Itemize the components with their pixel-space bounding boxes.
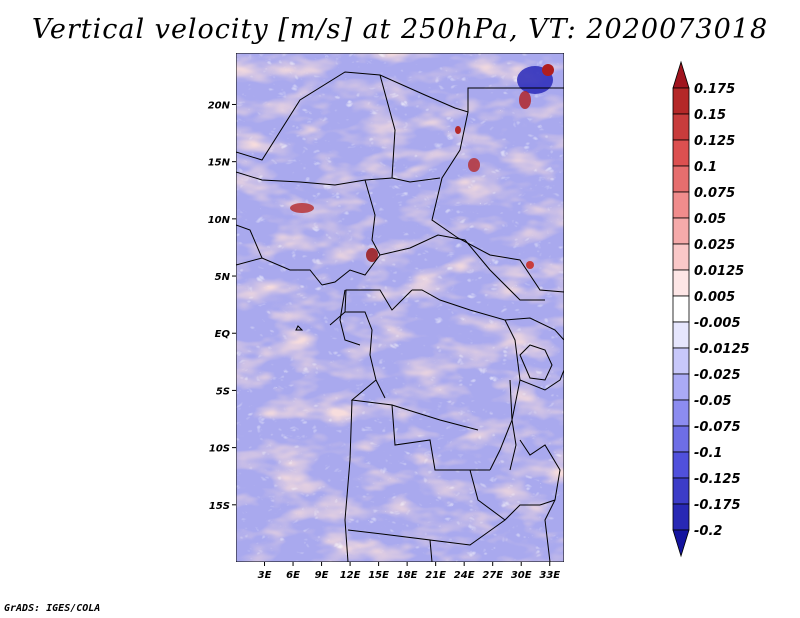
lon-tick-label: 15E — [368, 570, 389, 581]
colorbar-swatch — [672, 425, 690, 453]
colorbar-swatch — [672, 243, 690, 271]
colorbar-swatch — [672, 399, 690, 427]
colorbar-label: 0.05 — [694, 212, 726, 227]
longitude-axis: 3E 6E 9E 12E 15E 18E 21E 24E 27E 30E 33E — [258, 562, 560, 581]
lon-tick-label: 21E — [425, 570, 446, 581]
lon-tick-label: 18E — [397, 570, 418, 581]
colorbar-label: -0.075 — [694, 420, 741, 435]
colorbar-swatch — [672, 373, 690, 401]
lat-tick-label: 5N — [215, 272, 231, 283]
latitude-axis: 20N 15N 10N 5N EQ 5S 10S 15S — [208, 100, 236, 512]
lon-tick-label: 3E — [258, 570, 272, 581]
colorbar-label: 0.175 — [694, 82, 735, 97]
lat-tick-label: 15N — [208, 158, 231, 169]
lon-tick-label: 6E — [286, 570, 300, 581]
colorbar-label: 0.005 — [694, 290, 735, 305]
lat-tick-label: 10N — [208, 215, 231, 226]
lat-tick-label: 5S — [216, 386, 230, 397]
colorbar: 0.175 0.15 0.125 0.1 0.075 0.05 0.025 0.0125 0.0… — [672, 60, 750, 558]
lat-tick-label: 10S — [209, 444, 230, 455]
colorbar-swatch — [672, 503, 690, 531]
colorbar-swatch — [672, 113, 690, 141]
colorbar-swatch — [672, 269, 690, 297]
colorbar-label: -0.175 — [694, 498, 741, 513]
lat-tick-label: 15S — [209, 501, 230, 512]
colorbar-swatch — [672, 451, 690, 479]
colorbar-swatch — [672, 347, 690, 375]
colorbar-label: -0.125 — [694, 472, 741, 487]
vertical-velocity-field — [236, 53, 564, 562]
colorbar-label: -0.005 — [694, 316, 741, 331]
colorbar-extend-max — [672, 60, 690, 89]
lat-tick-label: EQ — [215, 329, 231, 340]
country-borders — [236, 71, 564, 562]
lon-tick-label: 24E — [454, 570, 475, 581]
lon-tick-label: 9E — [315, 570, 329, 581]
colorbar-label: 0.15 — [694, 108, 726, 123]
lon-tick-label: 30E — [511, 570, 532, 581]
lon-tick-label: 27E — [482, 570, 503, 581]
colorbar-swatch — [672, 87, 690, 115]
colorbar-label: -0.0125 — [694, 342, 750, 357]
colorbar-label: 0.0125 — [694, 264, 744, 279]
colorbar-swatch — [672, 477, 690, 505]
colorbar-label: 0.1 — [694, 160, 717, 175]
colorbar-label: -0.025 — [694, 368, 741, 383]
lon-tick-label: 12E — [340, 570, 361, 581]
chart-title: Vertical velocity [m/s] at 250hPa, VT: 2… — [31, 14, 769, 45]
colorbar-swatch — [672, 191, 690, 219]
colorbar-label: 0.125 — [694, 134, 735, 149]
colorbar-extend-min — [672, 529, 690, 558]
colorbar-swatch — [672, 321, 690, 349]
colorbar-label: -0.1 — [694, 446, 722, 461]
lon-tick-label: 33E — [539, 570, 560, 581]
colorbar-swatch — [672, 217, 690, 245]
colorbar-swatch — [672, 295, 690, 323]
colorbar-label: 0.025 — [694, 238, 735, 253]
colorbar-swatch — [672, 165, 690, 193]
colorbar-label: -0.05 — [694, 394, 731, 409]
colorbar-swatch — [672, 139, 690, 167]
colorbar-label: -0.2 — [694, 524, 722, 539]
colorbar-label: 0.075 — [694, 186, 735, 201]
grads-credit: GrADS: IGES/COLA — [4, 603, 101, 614]
lat-tick-label: 20N — [208, 100, 231, 111]
